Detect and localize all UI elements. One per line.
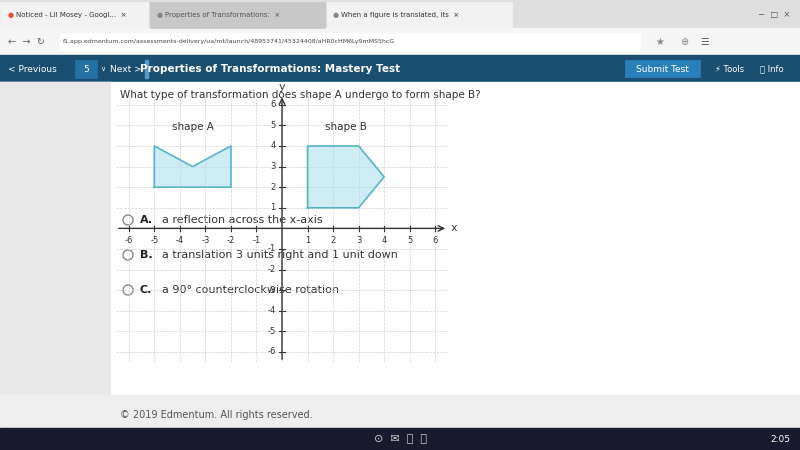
Text: ∨: ∨: [100, 66, 105, 72]
Text: A.: A.: [140, 215, 153, 225]
Text: 6: 6: [433, 236, 438, 245]
Text: -6: -6: [267, 347, 276, 356]
Text: ●: ●: [333, 12, 339, 18]
Bar: [145, 60, 148, 78]
Text: y: y: [278, 82, 286, 92]
Text: ●: ●: [8, 12, 14, 18]
Text: -3: -3: [267, 286, 276, 295]
Text: 6: 6: [270, 100, 276, 109]
Text: 2:05: 2:05: [770, 435, 790, 444]
Text: C.: C.: [140, 285, 152, 295]
Text: ⚡ Tools: ⚡ Tools: [715, 64, 744, 73]
Circle shape: [123, 215, 133, 225]
Text: ←  →  ↻: ← → ↻: [8, 37, 45, 47]
Bar: [0, 2, 148, 28]
Text: a 90° counterclockwise rotation: a 90° counterclockwise rotation: [162, 285, 339, 295]
Text: 4: 4: [270, 141, 276, 150]
Bar: [0, 428, 800, 450]
Text: -2: -2: [267, 265, 276, 274]
Text: < Previous: < Previous: [8, 64, 57, 73]
Text: 5: 5: [407, 236, 412, 245]
Text: ●: ●: [157, 12, 163, 18]
Text: What type of transformation does shape A undergo to form shape B?: What type of transformation does shape A…: [120, 90, 481, 100]
Circle shape: [123, 285, 133, 295]
Text: -5: -5: [150, 236, 158, 245]
Text: a translation 3 units right and 1 unit down: a translation 3 units right and 1 unit d…: [162, 250, 398, 260]
Bar: [0, 0, 800, 28]
Text: -1: -1: [267, 244, 276, 253]
Bar: [0, 395, 800, 450]
Bar: [150, 2, 325, 28]
Text: 3: 3: [270, 162, 276, 171]
Text: 1: 1: [305, 236, 310, 245]
Text: ⓘ Info: ⓘ Info: [760, 64, 784, 73]
Bar: [0, 55, 800, 82]
Text: shape A: shape A: [172, 122, 214, 131]
Text: 2: 2: [270, 183, 276, 192]
Text: 1: 1: [270, 203, 276, 212]
Bar: [0, 28, 800, 55]
Bar: [0, 82, 800, 395]
Text: f1.app.edmentum.com/assessments-delivery/ua/mt/launch/48953741/45324408/aHR0cHM6: f1.app.edmentum.com/assessments-delivery…: [63, 40, 395, 45]
Text: 5: 5: [83, 64, 89, 73]
Polygon shape: [154, 146, 231, 187]
Circle shape: [123, 250, 133, 260]
Bar: [0, 82, 110, 395]
Text: -6: -6: [125, 236, 133, 245]
Polygon shape: [307, 146, 384, 208]
Text: ☰: ☰: [700, 37, 709, 47]
Bar: [75, 60, 97, 78]
Text: ★: ★: [655, 37, 664, 47]
Text: x: x: [450, 223, 457, 234]
Text: 3: 3: [356, 236, 362, 245]
Bar: [60, 33, 640, 50]
Text: Noticed - Lil Mosey - Googl...  ×: Noticed - Lil Mosey - Googl... ×: [16, 12, 126, 18]
Text: 4: 4: [382, 236, 386, 245]
Text: -4: -4: [176, 236, 184, 245]
Text: -1: -1: [252, 236, 261, 245]
Text: −  □  ×: − □ ×: [758, 10, 790, 19]
Text: a reflection across the x-axis: a reflection across the x-axis: [162, 215, 322, 225]
Text: -2: -2: [226, 236, 235, 245]
Text: ⊙  ✉  📁  📝: ⊙ ✉ 📁 📝: [374, 434, 426, 444]
Text: 2: 2: [330, 236, 336, 245]
Text: Properties of Transformations: Mastery Test: Properties of Transformations: Mastery T…: [140, 64, 400, 74]
Text: ⊕: ⊕: [680, 37, 688, 47]
Text: 5: 5: [270, 121, 276, 130]
Text: -3: -3: [201, 236, 210, 245]
Bar: [625, 60, 700, 77]
Text: -5: -5: [267, 327, 276, 336]
Text: Submit Test: Submit Test: [635, 64, 689, 73]
Text: -4: -4: [267, 306, 276, 315]
Text: shape B: shape B: [325, 122, 366, 131]
Text: B.: B.: [140, 250, 153, 260]
Text: © 2019 Edmentum. All rights reserved.: © 2019 Edmentum. All rights reserved.: [120, 410, 313, 420]
Text: Properties of Transformations:  ×: Properties of Transformations: ×: [165, 12, 280, 18]
Bar: [327, 2, 512, 28]
Text: Next >: Next >: [110, 64, 142, 73]
Text: When a figure is translated, its  ×: When a figure is translated, its ×: [341, 12, 459, 18]
